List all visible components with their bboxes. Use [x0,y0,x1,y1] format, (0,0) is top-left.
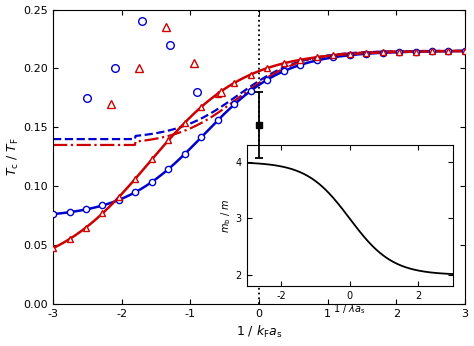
X-axis label: 1 / $k_{\mathrm{F}}a_{\mathrm{s}}$: 1 / $k_{\mathrm{F}}a_{\mathrm{s}}$ [236,324,283,340]
Y-axis label: $T_{\mathrm{c}}$ / $T_{\mathrm{F}}$: $T_{\mathrm{c}}$ / $T_{\mathrm{F}}$ [6,137,21,176]
